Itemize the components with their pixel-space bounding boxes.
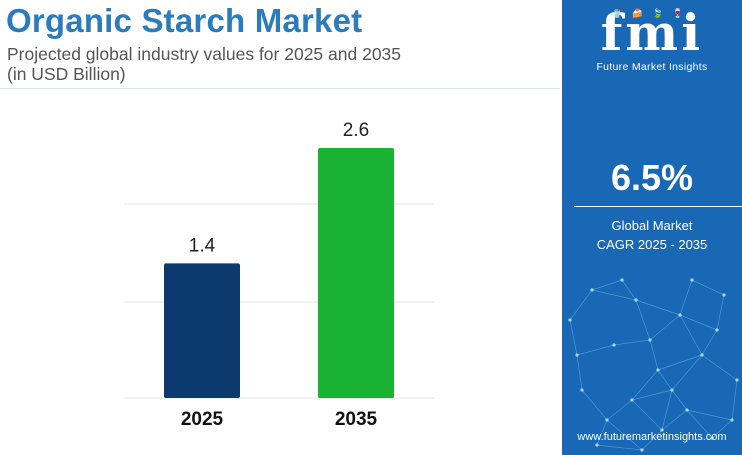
network-node — [715, 328, 719, 332]
side-panel: 🥤🍰🍃🍷 fmi Future Market Insights 6.5% Glo… — [562, 0, 742, 455]
network-node — [590, 288, 594, 292]
data-labels: 1.4 2.6 — [189, 120, 369, 256]
network-edge — [606, 419, 643, 451]
network-node — [634, 298, 638, 302]
network-edge — [641, 429, 663, 451]
network-edge — [596, 419, 608, 446]
network-edge — [671, 354, 703, 391]
fmi-logo: 🥤🍰🍃🍷 fmi Future Market Insights — [562, 3, 742, 74]
logo-letters: fmi — [600, 3, 704, 62]
network-edge — [679, 314, 703, 356]
network-edge — [649, 339, 659, 371]
x-tick-2035: 2035 — [335, 409, 378, 430]
network-node — [605, 418, 609, 422]
bars — [164, 148, 394, 398]
cagr-label-line-1: Global Market — [611, 218, 693, 233]
network-edge — [631, 399, 663, 431]
bar-2025 — [164, 263, 240, 398]
network-node — [678, 313, 682, 317]
network-edge — [679, 279, 693, 316]
network-node — [630, 398, 634, 402]
network-node — [620, 278, 624, 282]
network-edge — [576, 354, 583, 391]
network-edge — [591, 289, 637, 301]
network-edge — [701, 354, 738, 381]
network-edge — [686, 409, 733, 421]
network-edge — [711, 419, 733, 439]
network-edge — [671, 389, 688, 411]
network-edge — [731, 379, 738, 421]
network-edge — [631, 389, 673, 401]
website-url: www.futuremarketinsights.com — [577, 431, 727, 443]
chart-subtitle: Projected global industry values for 202… — [7, 44, 401, 84]
data-label-2025: 1.4 — [189, 235, 216, 256]
network-edge — [716, 294, 725, 331]
network-node — [722, 293, 726, 297]
network-node — [690, 278, 694, 282]
network-node — [656, 368, 660, 372]
network-node — [568, 318, 572, 322]
cagr-divider — [574, 206, 742, 207]
network-edge — [596, 444, 643, 451]
data-label-2035: 2.6 — [343, 120, 369, 141]
network-edge — [581, 389, 608, 421]
network-node — [580, 388, 584, 392]
network-background-graphic — [568, 278, 739, 452]
network-node — [685, 408, 689, 412]
network-edge — [569, 289, 593, 321]
network-edge — [657, 354, 703, 371]
network-node — [670, 388, 674, 392]
bar-2035 — [318, 148, 394, 398]
network-edge — [576, 344, 615, 356]
network-edge — [631, 369, 659, 401]
network-node — [612, 343, 616, 347]
subtitle-line-2: (in USD Billion) — [7, 64, 126, 84]
network-node — [640, 448, 644, 452]
network-node — [730, 418, 734, 422]
network-edge — [635, 299, 681, 316]
cagr-label: Global Market CAGR 2025 - 2035 — [562, 216, 742, 254]
network-edge — [613, 339, 651, 346]
network-node — [735, 378, 739, 382]
network-edge — [591, 279, 623, 291]
network-edge — [657, 369, 673, 391]
network-edge — [606, 399, 633, 421]
x-tick-2025: 2025 — [181, 409, 224, 430]
chart-title: Organic Starch Market — [6, 2, 363, 39]
network-node — [710, 436, 714, 440]
logo-icons: 🥤🍰🍃🍷 — [611, 8, 693, 18]
network-node — [648, 338, 652, 342]
network-edge — [661, 409, 688, 431]
network-edge — [569, 319, 578, 356]
network-edge — [621, 279, 637, 301]
subtitle-line-1: Projected global industry values for 202… — [7, 44, 402, 64]
network-edge — [691, 279, 725, 296]
network-edge — [649, 314, 681, 341]
network-edge — [661, 389, 673, 431]
network-edge — [635, 299, 651, 341]
bar-chart: 1.4 2.6 2025 2035 — [0, 88, 560, 430]
cagr-value: 6.5% — [610, 157, 694, 198]
logo-tagline: Future Market Insights — [596, 61, 708, 73]
network-node — [660, 428, 664, 432]
network-edge — [701, 329, 718, 356]
network-edge — [679, 314, 718, 331]
network-node — [700, 353, 704, 357]
network-node — [595, 443, 599, 447]
network-edge — [686, 409, 713, 439]
x-axis-ticks: 2025 2035 — [181, 409, 378, 430]
cagr-label-line-2: CAGR 2025 - 2035 — [596, 237, 708, 252]
network-node — [575, 353, 579, 357]
